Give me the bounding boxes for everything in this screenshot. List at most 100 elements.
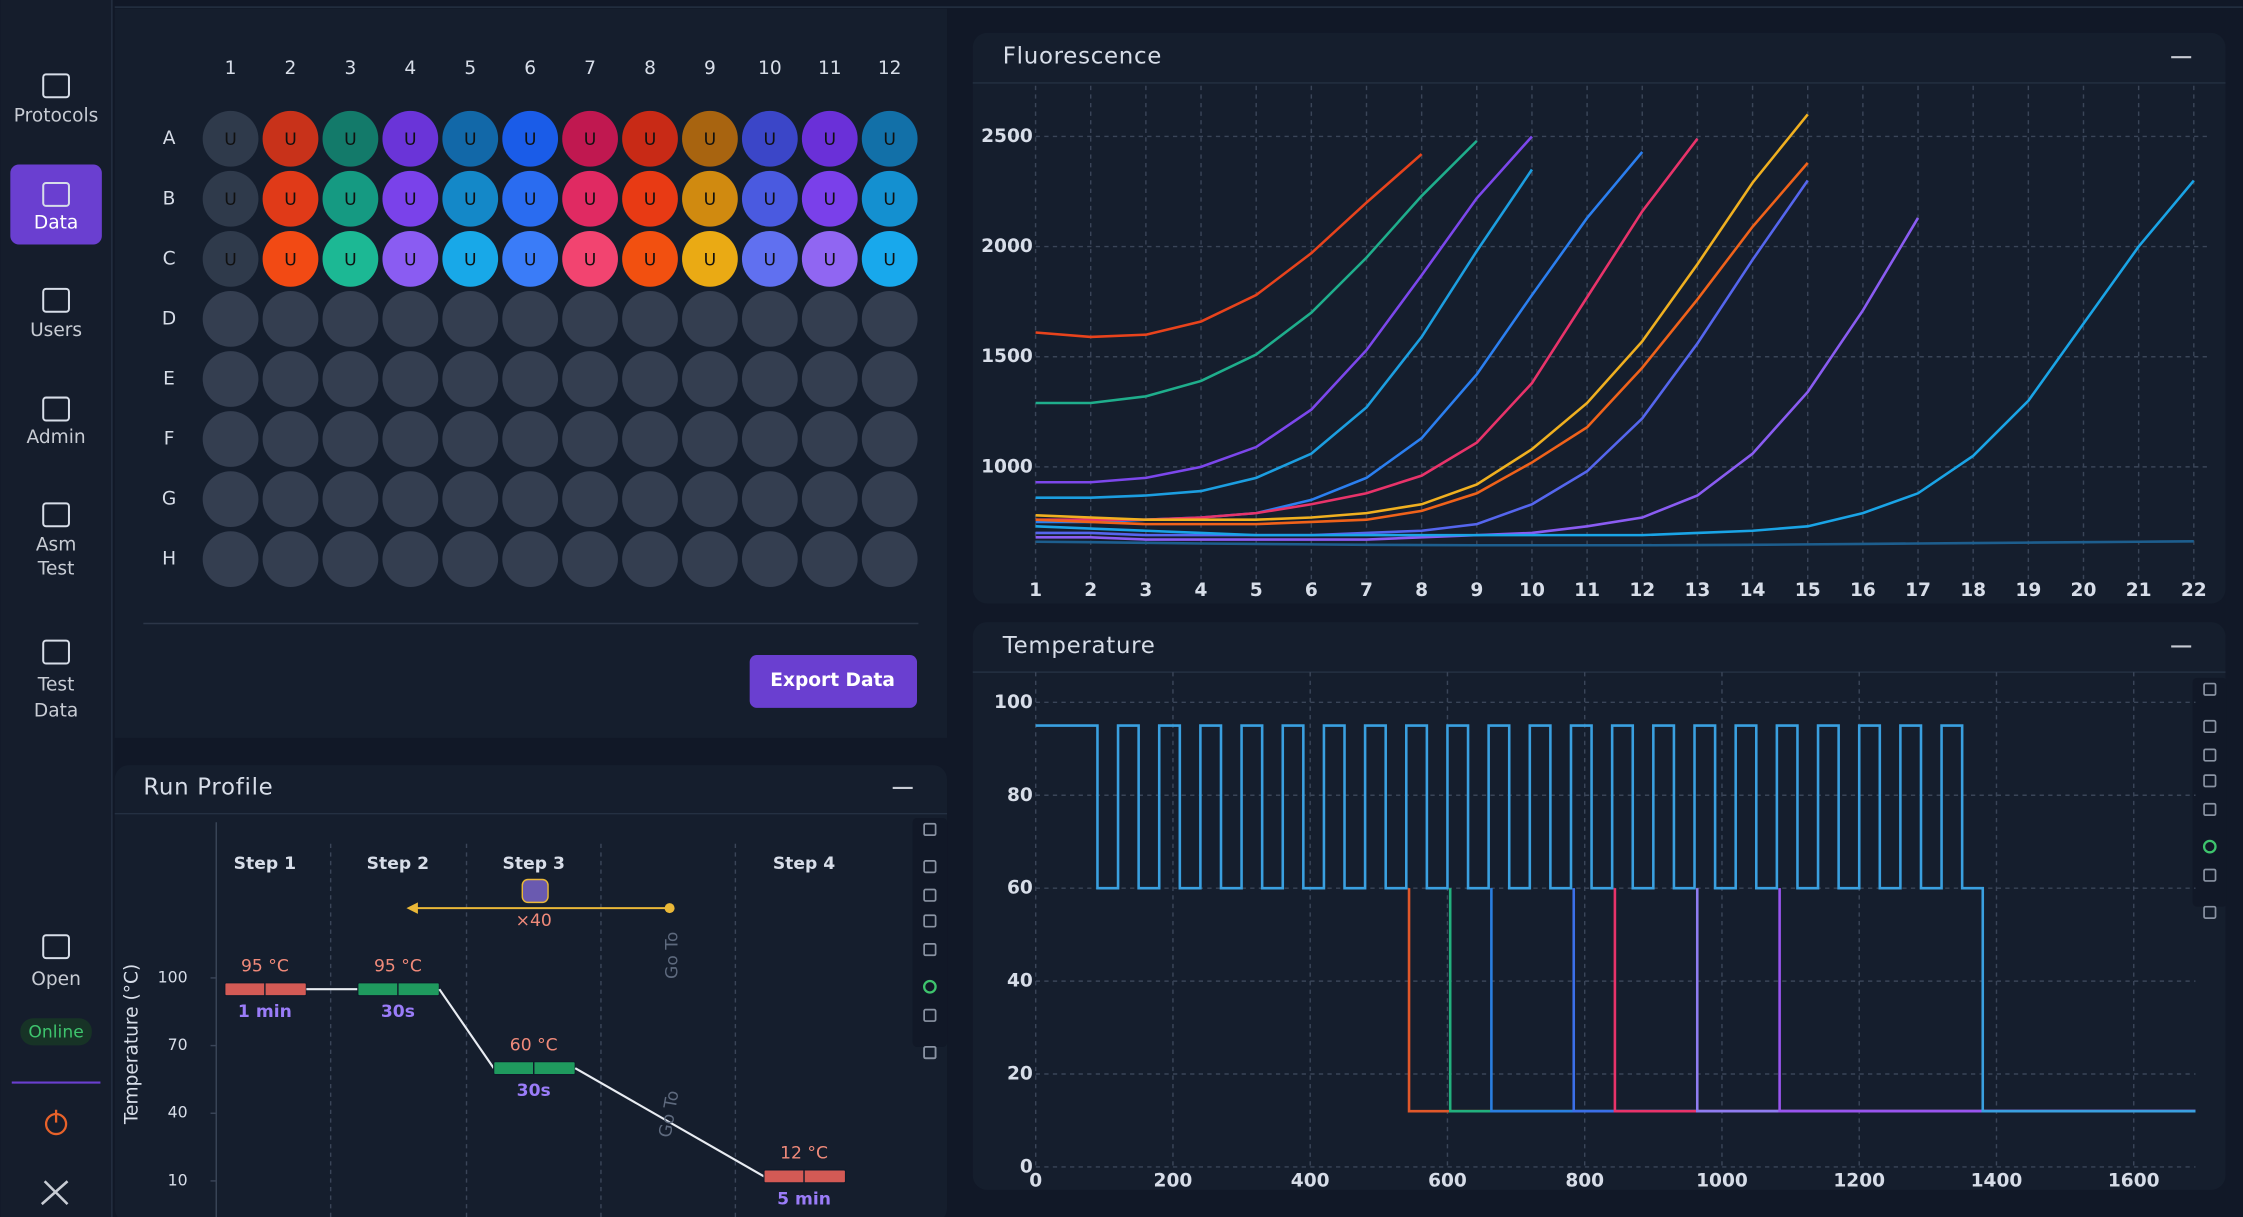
well[interactable] xyxy=(382,230,439,287)
well[interactable] xyxy=(741,110,798,167)
well[interactable] xyxy=(622,531,678,588)
well[interactable] xyxy=(322,110,379,167)
well[interactable] xyxy=(502,411,559,467)
well[interactable] xyxy=(442,170,499,227)
nav-label[interactable]: Users xyxy=(30,320,82,341)
tool-icon[interactable] xyxy=(923,1045,937,1060)
well[interactable] xyxy=(502,170,559,227)
well[interactable] xyxy=(202,411,259,467)
well[interactable] xyxy=(502,110,559,167)
well[interactable] xyxy=(682,531,738,588)
well[interactable] xyxy=(801,170,858,227)
well[interactable] xyxy=(322,170,379,227)
well[interactable] xyxy=(622,291,678,347)
tools-icon[interactable] xyxy=(40,1180,69,1206)
tool-icon[interactable] xyxy=(2203,802,2217,817)
well[interactable] xyxy=(382,531,439,588)
export-button[interactable] xyxy=(749,654,917,708)
well[interactable] xyxy=(562,471,618,527)
well[interactable] xyxy=(622,471,678,527)
tool-icon[interactable] xyxy=(923,942,937,957)
well[interactable] xyxy=(502,531,559,588)
well[interactable] xyxy=(682,471,738,527)
well[interactable] xyxy=(741,531,798,588)
well[interactable] xyxy=(562,110,618,167)
well[interactable] xyxy=(502,471,559,527)
well[interactable] xyxy=(682,351,738,407)
nav-icon[interactable] xyxy=(42,182,70,207)
well[interactable] xyxy=(682,110,738,167)
well[interactable] xyxy=(322,531,379,588)
well[interactable] xyxy=(202,531,259,588)
well[interactable] xyxy=(442,351,499,407)
well[interactable] xyxy=(682,230,738,287)
nav-icon[interactable] xyxy=(42,73,70,99)
tool-icon[interactable] xyxy=(2203,774,2217,788)
nav-label[interactable]: Admin xyxy=(26,427,85,448)
well[interactable] xyxy=(262,351,319,407)
well[interactable] xyxy=(741,170,798,227)
well[interactable] xyxy=(562,291,618,347)
well[interactable] xyxy=(262,291,319,347)
well[interactable] xyxy=(442,471,499,527)
well[interactable] xyxy=(741,291,798,347)
well[interactable] xyxy=(262,471,319,527)
well[interactable] xyxy=(562,170,618,227)
well[interactable] xyxy=(622,351,678,407)
well[interactable] xyxy=(861,471,918,527)
tool-icon[interactable] xyxy=(923,914,937,928)
well[interactable] xyxy=(502,230,559,287)
well[interactable] xyxy=(262,170,319,227)
well[interactable] xyxy=(801,351,858,407)
well[interactable] xyxy=(502,351,559,407)
well[interactable] xyxy=(801,110,858,167)
well[interactable] xyxy=(741,351,798,407)
well[interactable] xyxy=(202,471,259,527)
well[interactable] xyxy=(442,411,499,467)
well[interactable] xyxy=(801,291,858,347)
well[interactable] xyxy=(741,411,798,467)
nav-icon[interactable] xyxy=(42,287,70,313)
well[interactable] xyxy=(622,170,678,227)
well[interactable] xyxy=(682,170,738,227)
tool-zoom[interactable] xyxy=(2202,839,2217,854)
export-label[interactable]: Export Data xyxy=(770,670,895,691)
well[interactable] xyxy=(741,230,798,287)
tool-icon[interactable] xyxy=(923,1008,937,1022)
well[interactable] xyxy=(801,531,858,588)
well[interactable] xyxy=(322,471,379,527)
well[interactable] xyxy=(202,291,259,347)
tool-icon[interactable] xyxy=(2203,682,2217,696)
well[interactable] xyxy=(322,291,379,347)
well[interactable] xyxy=(382,110,439,167)
well[interactable] xyxy=(202,110,259,167)
well[interactable] xyxy=(861,411,918,467)
nav-label[interactable]: Asm xyxy=(36,534,77,555)
well[interactable] xyxy=(562,411,618,467)
well[interactable] xyxy=(861,230,918,287)
tool-icon[interactable] xyxy=(923,888,937,902)
well[interactable] xyxy=(861,170,918,227)
well[interactable] xyxy=(202,230,259,287)
tool-icon[interactable] xyxy=(923,860,937,874)
step-bar[interactable] xyxy=(357,982,440,997)
nav-icon[interactable] xyxy=(42,934,70,960)
well[interactable] xyxy=(622,230,678,287)
well[interactable] xyxy=(801,411,858,467)
well[interactable] xyxy=(622,411,678,467)
well[interactable] xyxy=(202,351,259,407)
tool-icon[interactable] xyxy=(2203,719,2217,734)
tool-icon[interactable] xyxy=(2203,868,2217,882)
tool-icon[interactable] xyxy=(923,822,937,837)
well[interactable] xyxy=(382,170,439,227)
well[interactable] xyxy=(861,110,918,167)
well[interactable] xyxy=(382,471,439,527)
well[interactable] xyxy=(861,291,918,347)
well[interactable] xyxy=(741,471,798,527)
well[interactable] xyxy=(562,351,618,407)
well[interactable] xyxy=(382,351,439,407)
well[interactable] xyxy=(442,110,499,167)
well[interactable] xyxy=(502,291,559,347)
well[interactable] xyxy=(682,411,738,467)
well[interactable] xyxy=(682,291,738,347)
